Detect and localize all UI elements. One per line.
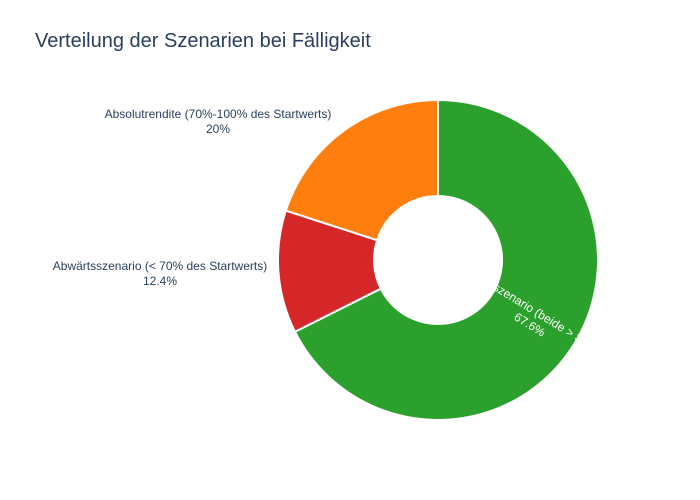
slices-group: [277, 98, 599, 421]
slice-label-1: Abwärtsszenario (< 70% des Startwerts) 12…: [53, 259, 267, 288]
slice-2[interactable]: [284, 98, 439, 242]
chart-title: Verteilung der Szenarien bei Fälligkeit: [35, 30, 371, 52]
slice-label-2: Absolutrendite (70%-100% des Startwerts)…: [105, 107, 332, 136]
slice-0[interactable]: [293, 98, 599, 421]
